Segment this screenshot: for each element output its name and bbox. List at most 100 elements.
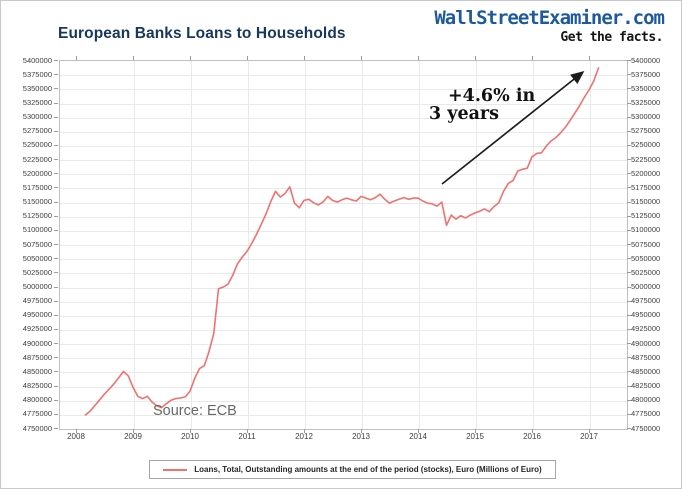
y-axis-label-left: 4875000 (22, 352, 52, 362)
y-tick-left (54, 371, 58, 373)
y-axis-label-left: 5250000 (22, 140, 52, 150)
y-tick-right (627, 173, 631, 175)
y-axis-label-left: 4950000 (22, 310, 52, 320)
gridline-horizontal (60, 145, 627, 147)
y-axis-label-left: 4850000 (22, 366, 52, 376)
gridline-horizontal (60, 386, 627, 388)
y-tick-right (627, 314, 631, 316)
y-axis-label-right: 4975000 (631, 296, 661, 306)
y-tick-left (54, 60, 58, 61)
x-tick-top (475, 56, 476, 60)
x-tick-bottom (247, 429, 248, 433)
y-axis-label-right: 4925000 (631, 324, 661, 334)
y-tick-right (627, 385, 631, 387)
gridline-horizontal (60, 273, 627, 275)
y-tick-left (54, 173, 58, 175)
y-axis-label-right: 5375000 (631, 69, 661, 79)
y-axis-label-left: 4800000 (22, 395, 52, 405)
y-tick-right (627, 187, 631, 189)
x-tick-bottom (418, 429, 419, 433)
y-tick-left (54, 272, 58, 274)
y-axis-label-right: 5300000 (631, 112, 661, 122)
gridline-horizontal (60, 131, 627, 133)
x-axis-label: 2009 (124, 432, 142, 441)
y-tick-left (54, 428, 58, 429)
y-axis-label-right: 5400000 (631, 55, 661, 65)
y-axis-label-right: 5125000 (631, 211, 661, 221)
y-tick-right (627, 244, 631, 245)
source-label: Source: ECB (153, 403, 237, 419)
y-axis-label-right: 5000000 (631, 282, 661, 291)
y-axis-label-left: 4925000 (22, 324, 52, 334)
y-tick-left (54, 159, 58, 161)
y-axis-label-left: 5150000 (22, 197, 52, 206)
x-tick-top (247, 56, 248, 60)
y-axis-label-left: 5175000 (22, 182, 52, 192)
gridline-vertical (191, 61, 192, 429)
y-axis-label-right: 5325000 (631, 98, 661, 107)
gridline-horizontal (60, 216, 627, 218)
y-tick-right (627, 328, 631, 330)
x-tick-top (190, 56, 191, 60)
y-axis-label-left: 5400000 (22, 55, 52, 65)
legend-label: Loans, Total, Outstanding amounts at the… (194, 465, 542, 474)
y-tick-right (627, 258, 631, 260)
gridline-horizontal (60, 89, 627, 91)
y-axis-label-right: 5050000 (631, 253, 661, 263)
y-axis-label-right: 4825000 (631, 381, 661, 390)
gridline-horizontal (60, 245, 627, 246)
y-tick-left (54, 215, 58, 217)
y-axis-label-left: 4900000 (22, 338, 52, 348)
x-tick-top (133, 56, 134, 60)
y-axis-label-right: 4750000 (631, 423, 661, 433)
y-tick-right (627, 413, 631, 415)
x-axis-label: 2012 (295, 432, 313, 441)
y-axis-label-left: 5125000 (22, 211, 52, 221)
y-axis-label-right: 4875000 (631, 352, 661, 362)
y-axis-label-right: 5350000 (631, 83, 661, 93)
y-tick-left (54, 258, 58, 260)
legend: Loans, Total, Outstanding amounts at the… (149, 460, 556, 479)
x-tick-top (589, 56, 590, 60)
y-axis-label-left: 4825000 (22, 381, 52, 390)
gridline-vertical (419, 61, 420, 429)
y-tick-right (627, 74, 631, 76)
y-axis-label-left: 5375000 (22, 69, 52, 79)
y-tick-left (54, 187, 58, 189)
y-tick-left (54, 116, 58, 118)
brand-logo: WallStreetExaminer.com (434, 7, 665, 29)
y-tick-right (627, 144, 631, 146)
y-axis-label-left: 5000000 (22, 282, 52, 291)
y-axis-label-right: 5200000 (631, 168, 661, 178)
gridline-horizontal (60, 188, 627, 190)
gridline-horizontal (60, 400, 627, 402)
y-tick-right (627, 116, 631, 118)
gridline-horizontal (60, 230, 627, 232)
x-tick-bottom (190, 429, 191, 433)
y-tick-left (54, 343, 58, 345)
x-axis-label: 2011 (238, 432, 256, 441)
y-axis-label-left: 5325000 (22, 98, 52, 107)
brand-tagline: Get the facts. (560, 30, 663, 45)
y-axis-label-left: 5075000 (22, 239, 52, 249)
y-tick-right (627, 159, 631, 161)
x-tick-bottom (133, 429, 134, 433)
y-axis-label-left: 4775000 (22, 409, 52, 419)
y-axis-label-left: 4750000 (22, 423, 52, 433)
y-axis-label-left: 5225000 (22, 154, 52, 164)
y-tick-right (627, 201, 631, 203)
x-tick-bottom (532, 429, 533, 433)
x-tick-top (304, 56, 305, 60)
gridline-vertical (305, 61, 306, 429)
y-axis-label-left: 4975000 (22, 296, 52, 306)
y-tick-left (54, 413, 58, 415)
y-axis-label-right: 5025000 (631, 267, 661, 277)
y-tick-left (54, 229, 58, 231)
gridline-horizontal (60, 344, 627, 346)
y-tick-left (54, 244, 58, 245)
y-tick-left (54, 328, 58, 330)
y-axis-label-right: 4950000 (631, 310, 661, 320)
gridline-horizontal (60, 117, 627, 119)
x-tick-bottom (589, 429, 590, 433)
